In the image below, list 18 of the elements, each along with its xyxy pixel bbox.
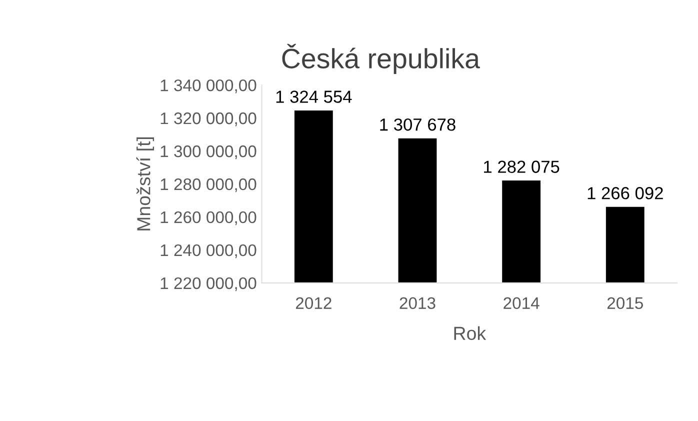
y-tick-label: 1 220 000,00 (160, 277, 256, 292)
data-label: 1 324 554 (276, 90, 352, 103)
chart-title: Česká republika (282, 44, 480, 74)
data-label: 1 307 678 (380, 118, 456, 131)
x-tick-label: 2013 (400, 297, 436, 310)
x-tick-label: 2014 (504, 297, 540, 310)
y-axis-title: Množství [t] (136, 137, 154, 230)
y-tick-label: 1 260 000,00 (160, 211, 256, 226)
y-tick-label: 1 240 000,00 (160, 244, 256, 258)
x-axis-title: Rok (454, 326, 486, 340)
x-tick-label: 2015 (607, 297, 643, 310)
x-tick-label: 2012 (296, 297, 332, 310)
y-tick-label: 1 280 000,00 (160, 178, 256, 192)
y-tick-label: 1 300 000,00 (160, 145, 256, 160)
data-label: 1 282 075 (484, 160, 560, 173)
y-tick-label: 1 320 000,00 (160, 112, 256, 126)
y-tick-label: 1 340 000,00 (160, 79, 256, 94)
data-label: 1 266 092 (588, 187, 663, 200)
